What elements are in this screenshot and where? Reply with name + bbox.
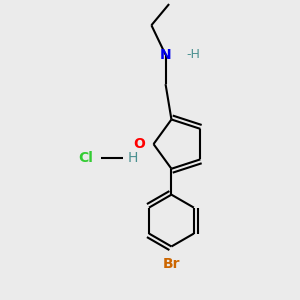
Text: Br: Br xyxy=(163,257,180,271)
Text: H: H xyxy=(127,151,137,165)
Text: O: O xyxy=(134,137,145,151)
Text: -H: -H xyxy=(187,48,201,61)
Text: N: N xyxy=(160,48,171,62)
Text: Cl: Cl xyxy=(78,151,93,165)
